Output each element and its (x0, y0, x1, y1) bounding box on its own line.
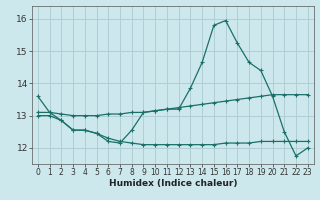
X-axis label: Humidex (Indice chaleur): Humidex (Indice chaleur) (108, 179, 237, 188)
